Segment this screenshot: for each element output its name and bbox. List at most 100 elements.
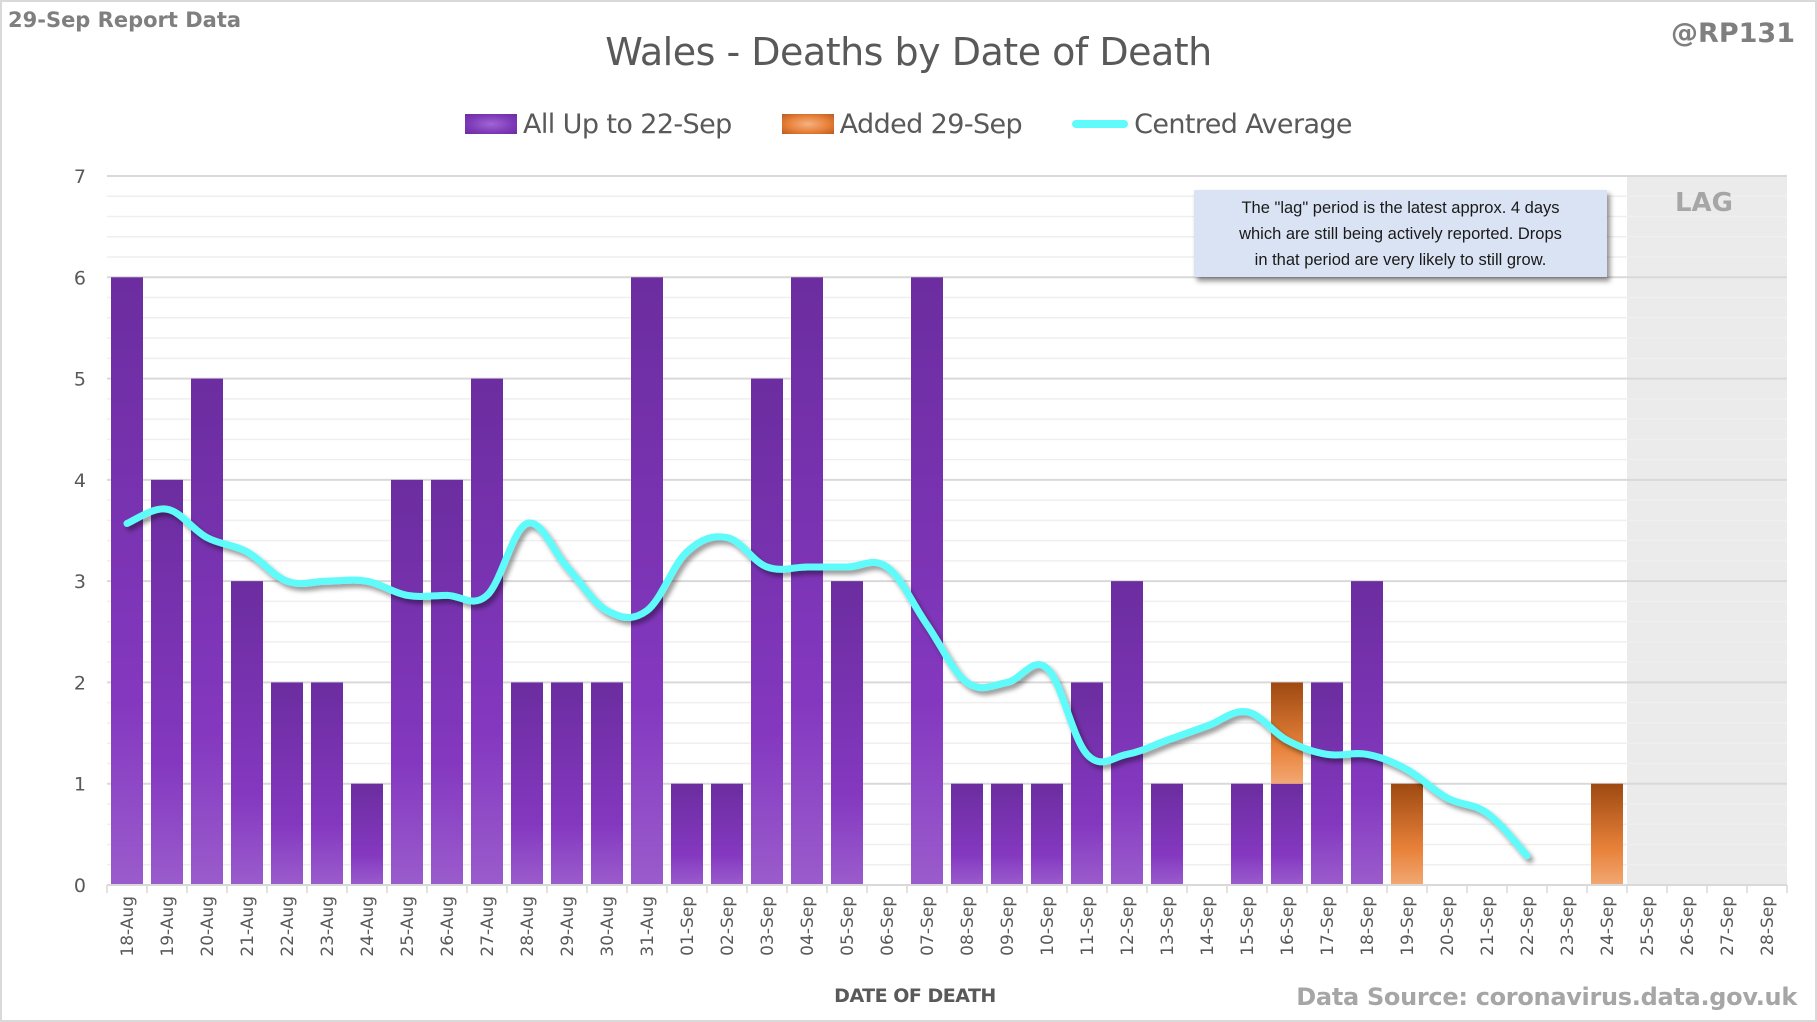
chart-title: Wales - Deaths by Date of Death (605, 30, 1212, 74)
x-tick-label: 02-Sep (718, 896, 738, 956)
x-tick-label: 01-Sep (678, 896, 698, 956)
bar-all-up-to-22-sep (711, 783, 743, 885)
x-tick-label: 25-Sep (1638, 896, 1658, 956)
legend-item-all-up-to: All Up to 22-Sep (465, 109, 732, 140)
gridlines (107, 175, 1787, 866)
legend-label: Added 29-Sep (839, 108, 1023, 140)
x-tick-label: 23-Sep (1558, 896, 1578, 956)
x-tick-label: 31-Aug (638, 896, 658, 957)
axes: 0 1 2 3 4 5 6 7 18-Aug 19-Aug 20-Aug 21-Aug 22-Aug 23… (74, 166, 1788, 957)
y-tick-label: 2 (74, 672, 86, 694)
bar-all-up-to-22-sep (631, 277, 663, 885)
x-tick-label: 13-Sep (1158, 896, 1178, 956)
y-tick-label: 4 (74, 470, 86, 492)
x-tick-label: 21-Aug (238, 896, 258, 957)
bar-all-up-to-22-sep (511, 682, 543, 885)
bar-all-up-to-22-sep (191, 378, 223, 885)
lag-label: LAG (1674, 188, 1734, 218)
x-tick-label: 26-Aug (438, 896, 458, 957)
x-tick-label: 16-Sep (1278, 896, 1298, 956)
bar-all-up-to-22-sep (391, 479, 423, 885)
data-source-label: Data Source: coronavirus.data.gov.uk (1296, 983, 1797, 1011)
x-tick-label: 06-Sep (878, 896, 898, 956)
x-tick-label: 28-Aug (518, 896, 538, 957)
bar-all-up-to-22-sep (431, 479, 463, 885)
x-tick-label: 30-Aug (598, 896, 618, 957)
legend-swatch-purple (465, 114, 518, 134)
x-tick-label: 24-Sep (1598, 896, 1618, 956)
x-tick-label: 12-Sep (1118, 896, 1138, 956)
x-tick-label: 09-Sep (998, 896, 1018, 956)
legend-item-centred-average: Centred Average (1072, 108, 1353, 140)
x-tick-label: 25-Aug (398, 896, 418, 957)
legend-swatch-orange (781, 114, 834, 134)
x-tick-label: 23-Aug (318, 896, 338, 957)
bar-all-up-to-22-sep (111, 277, 143, 885)
legend-label: Centred Average (1134, 108, 1352, 140)
bar-all-up-to-22-sep (791, 277, 823, 885)
x-tick-label: 27-Aug (478, 896, 498, 957)
x-tick-label: 04-Sep (798, 896, 818, 956)
lag-band (1627, 176, 1787, 885)
lag-annotation-note: The "lag" period is the latest approx. 4… (1194, 190, 1607, 277)
x-tick-label: 11-Sep (1078, 896, 1098, 956)
bar-all-up-to-22-sep (231, 581, 263, 885)
x-tick-label: 10-Sep (1038, 896, 1058, 956)
legend-swatch-line (1072, 120, 1129, 128)
bar-all-up-to-22-sep (951, 783, 983, 885)
centred-average-line (123, 505, 1531, 860)
bar-all-up-to-22-sep (151, 479, 183, 885)
x-tick-label: 14-Sep (1198, 896, 1218, 956)
author-handle: @RP131 (1671, 18, 1795, 49)
bar-all-up-to-22-sep (1071, 682, 1103, 885)
legend-item-added: Added 29-Sep (781, 108, 1023, 140)
bar-added-29-sep (1591, 783, 1623, 885)
x-tick-label: 27-Sep (1718, 896, 1738, 956)
bar-all-up-to-22-sep (1351, 581, 1383, 885)
bar-all-up-to-22-sep (311, 682, 343, 885)
bar-all-up-to-22-sep (991, 783, 1023, 885)
x-tick-label: 22-Aug (278, 896, 298, 957)
bar-all-up-to-22-sep (1271, 783, 1303, 885)
bars (111, 277, 1623, 885)
x-tick-label: 26-Sep (1678, 896, 1698, 956)
centred-average-line-layer (123, 505, 1531, 860)
bar-all-up-to-22-sep (671, 783, 703, 885)
x-tick-label: 05-Sep (838, 896, 858, 956)
legend: All Up to 22-Sep Added 29-Sep Centred Av… (0, 106, 1817, 142)
x-tick-label: 18-Sep (1358, 896, 1378, 956)
bar-all-up-to-22-sep (551, 682, 583, 885)
x-tick-label: 19-Aug (158, 896, 178, 957)
x-tick-label: 15-Sep (1238, 896, 1258, 956)
y-tick-label: 5 (74, 369, 86, 391)
x-tick-label: 21-Sep (1478, 896, 1498, 956)
x-tick-label: 03-Sep (758, 896, 778, 956)
x-tick-label: 22-Sep (1518, 896, 1538, 956)
bar-all-up-to-22-sep (351, 783, 383, 885)
bar-all-up-to-22-sep (1151, 783, 1183, 885)
bar-all-up-to-22-sep (1031, 783, 1063, 885)
bar-all-up-to-22-sep (911, 277, 943, 885)
x-tick-label: 28-Sep (1758, 896, 1778, 956)
bar-all-up-to-22-sep (1311, 682, 1343, 885)
x-tick-label: 20-Aug (198, 896, 218, 957)
y-tick-label: 0 (74, 875, 86, 897)
bar-all-up-to-22-sep (831, 581, 863, 885)
x-tick-label: 07-Sep (918, 896, 938, 956)
x-tick-label: 19-Sep (1398, 896, 1418, 956)
y-tick-label: 3 (74, 571, 86, 593)
bar-added-29-sep (1391, 783, 1423, 885)
y-tick-label: 1 (74, 774, 86, 796)
lag-band-layer (1627, 176, 1787, 885)
x-tick-label: 20-Sep (1438, 896, 1458, 956)
legend-label: All Up to 22-Sep (523, 108, 732, 140)
y-tick-label: 6 (74, 267, 86, 289)
bar-all-up-to-22-sep (471, 378, 503, 885)
x-tick-label: 18-Aug (118, 896, 138, 957)
y-tick-label: 7 (74, 166, 86, 188)
x-tick-label: 17-Sep (1318, 896, 1338, 956)
x-axis-title: DATE OF DEATH (834, 985, 996, 1007)
bar-all-up-to-22-sep (1231, 783, 1263, 885)
x-tick-label: 08-Sep (958, 896, 978, 956)
